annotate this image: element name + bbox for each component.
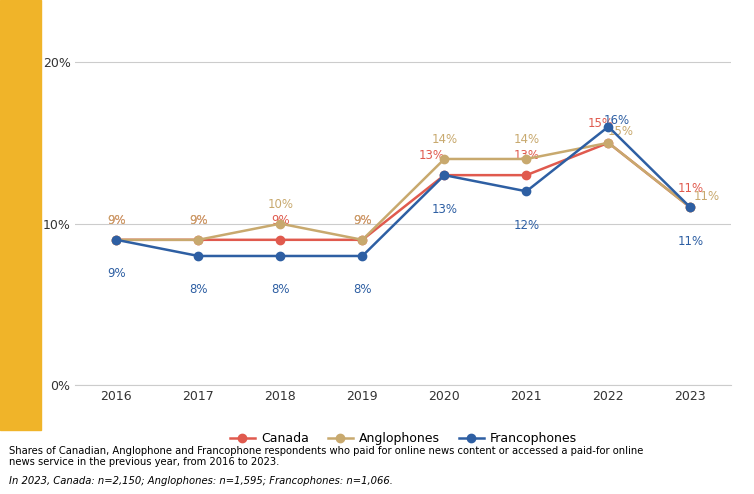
Text: 15%: 15% <box>587 117 613 130</box>
Text: 9%: 9% <box>353 214 372 227</box>
Text: 8%: 8% <box>353 284 372 296</box>
Text: 13%: 13% <box>431 203 458 215</box>
Text: 13%: 13% <box>513 149 539 162</box>
Text: 16%: 16% <box>603 114 630 126</box>
Text: 9%: 9% <box>271 214 290 227</box>
Text: 15%: 15% <box>608 125 633 138</box>
Text: Shares of Canadian, Anglophone and Francophone respondents who paid for online n: Shares of Canadian, Anglophone and Franc… <box>9 446 643 467</box>
Text: 13%: 13% <box>419 149 445 162</box>
Text: 9%: 9% <box>107 214 126 227</box>
Text: 9%: 9% <box>189 214 207 227</box>
Text: 8%: 8% <box>271 284 290 296</box>
Text: 11%: 11% <box>677 235 703 248</box>
Text: 12%: 12% <box>513 219 539 232</box>
Text: 11%: 11% <box>694 190 720 203</box>
Text: 9%: 9% <box>189 214 207 227</box>
Legend: Canada, Anglophones, Francophones: Canada, Anglophones, Francophones <box>225 427 582 450</box>
Text: 9%: 9% <box>107 214 126 227</box>
Text: 9%: 9% <box>107 267 126 280</box>
Text: 11%: 11% <box>677 182 703 195</box>
Text: 9%: 9% <box>353 214 372 227</box>
Text: 14%: 14% <box>513 133 539 146</box>
Text: 14%: 14% <box>431 133 458 146</box>
Text: 8%: 8% <box>189 284 207 296</box>
Text: 10%: 10% <box>268 198 293 211</box>
Text: In 2023, Canada: n=2,150; Anglophones: n=1,595; Francophones: n=1,066.: In 2023, Canada: n=2,150; Anglophones: n… <box>9 476 393 486</box>
